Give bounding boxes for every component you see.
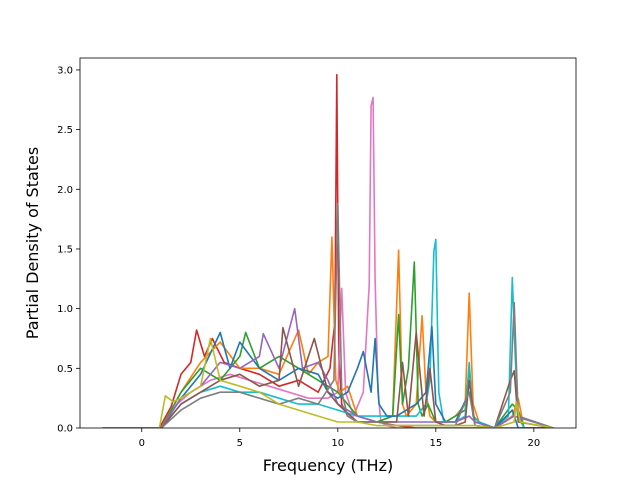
y-tick-label-1: 0.5: [57, 364, 73, 375]
plot-frame: [79, 57, 577, 429]
y-axis-label: Partial Density of States: [23, 147, 42, 339]
y-tick-label-6: 3.0: [57, 65, 73, 76]
series-line-0: [102, 73, 554, 428]
y-tick-label-4: 2.0: [57, 185, 73, 196]
x-tick-label-3: 15: [429, 438, 442, 449]
x-tick-label-0: 0: [139, 438, 145, 449]
y-tick-label-2: 1.0: [57, 304, 73, 315]
y-tick-label-5: 2.5: [57, 125, 73, 136]
series-line-4: [102, 238, 554, 428]
x-tick-label-4: 20: [527, 438, 540, 449]
y-axis-ticks: 0.0 0.5 1.0 1.5 2.0 2.5 3.0: [57, 65, 80, 435]
y-tick-label-0: 0.0: [57, 424, 73, 435]
x-axis-ticks: 0 5 10 15 20: [139, 428, 540, 449]
y-tick-label-3: 1.5: [57, 244, 73, 255]
x-axis-label: Frequency (THz): [263, 456, 393, 475]
series-line-2: [102, 236, 554, 428]
x-tick-label-1: 5: [237, 438, 243, 449]
series-layer: [102, 73, 554, 428]
x-tick-label-2: 10: [331, 438, 344, 449]
series-line-9: [102, 337, 554, 428]
